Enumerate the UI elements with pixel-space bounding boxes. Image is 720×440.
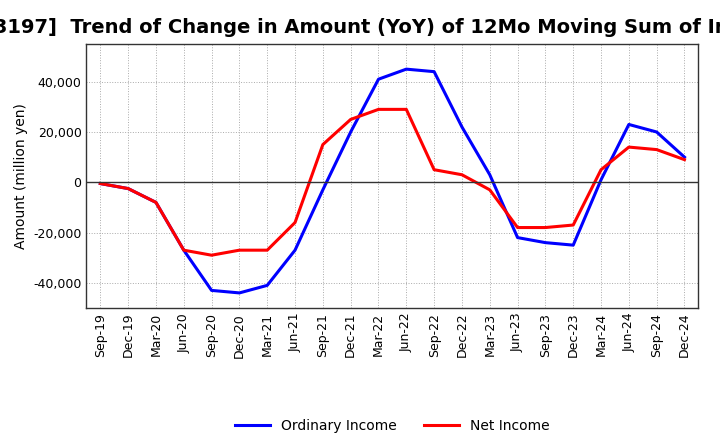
Legend: Ordinary Income, Net Income: Ordinary Income, Net Income xyxy=(230,413,555,438)
Net Income xyxy=(652,147,661,152)
Ordinary Income xyxy=(569,242,577,248)
Ordinary Income xyxy=(513,235,522,240)
Ordinary Income xyxy=(458,125,467,130)
Ordinary Income xyxy=(291,248,300,253)
Net Income xyxy=(179,248,188,253)
Line: Net Income: Net Income xyxy=(100,110,685,255)
Title: [3197]  Trend of Change in Amount (YoY) of 12Mo Moving Sum of Incomes: [3197] Trend of Change in Amount (YoY) o… xyxy=(0,18,720,37)
Net Income xyxy=(430,167,438,172)
Net Income xyxy=(318,142,327,147)
Ordinary Income xyxy=(485,172,494,177)
Net Income xyxy=(624,144,633,150)
Line: Ordinary Income: Ordinary Income xyxy=(100,69,685,293)
Net Income xyxy=(263,248,271,253)
Ordinary Income xyxy=(541,240,550,245)
Net Income xyxy=(458,172,467,177)
Ordinary Income xyxy=(152,200,161,205)
Ordinary Income xyxy=(374,77,383,82)
Ordinary Income xyxy=(402,66,410,72)
Net Income xyxy=(569,222,577,227)
Net Income xyxy=(485,187,494,192)
Net Income xyxy=(680,157,689,162)
Net Income xyxy=(207,253,216,258)
Net Income xyxy=(402,107,410,112)
Ordinary Income xyxy=(124,186,132,191)
Ordinary Income xyxy=(624,122,633,127)
Net Income xyxy=(541,225,550,230)
Ordinary Income xyxy=(346,129,355,135)
Ordinary Income xyxy=(680,154,689,160)
Net Income xyxy=(96,181,104,186)
Ordinary Income xyxy=(235,290,243,296)
Ordinary Income xyxy=(430,69,438,74)
Net Income xyxy=(374,107,383,112)
Ordinary Income xyxy=(652,129,661,135)
Net Income xyxy=(124,186,132,191)
Ordinary Income xyxy=(96,181,104,186)
Ordinary Income xyxy=(597,177,606,183)
Net Income xyxy=(597,167,606,172)
Net Income xyxy=(235,248,243,253)
Net Income xyxy=(291,220,300,225)
Net Income xyxy=(513,225,522,230)
Y-axis label: Amount (million yen): Amount (million yen) xyxy=(14,103,27,249)
Ordinary Income xyxy=(179,248,188,253)
Net Income xyxy=(152,200,161,205)
Ordinary Income xyxy=(207,288,216,293)
Ordinary Income xyxy=(318,187,327,192)
Net Income xyxy=(346,117,355,122)
Ordinary Income xyxy=(263,283,271,288)
